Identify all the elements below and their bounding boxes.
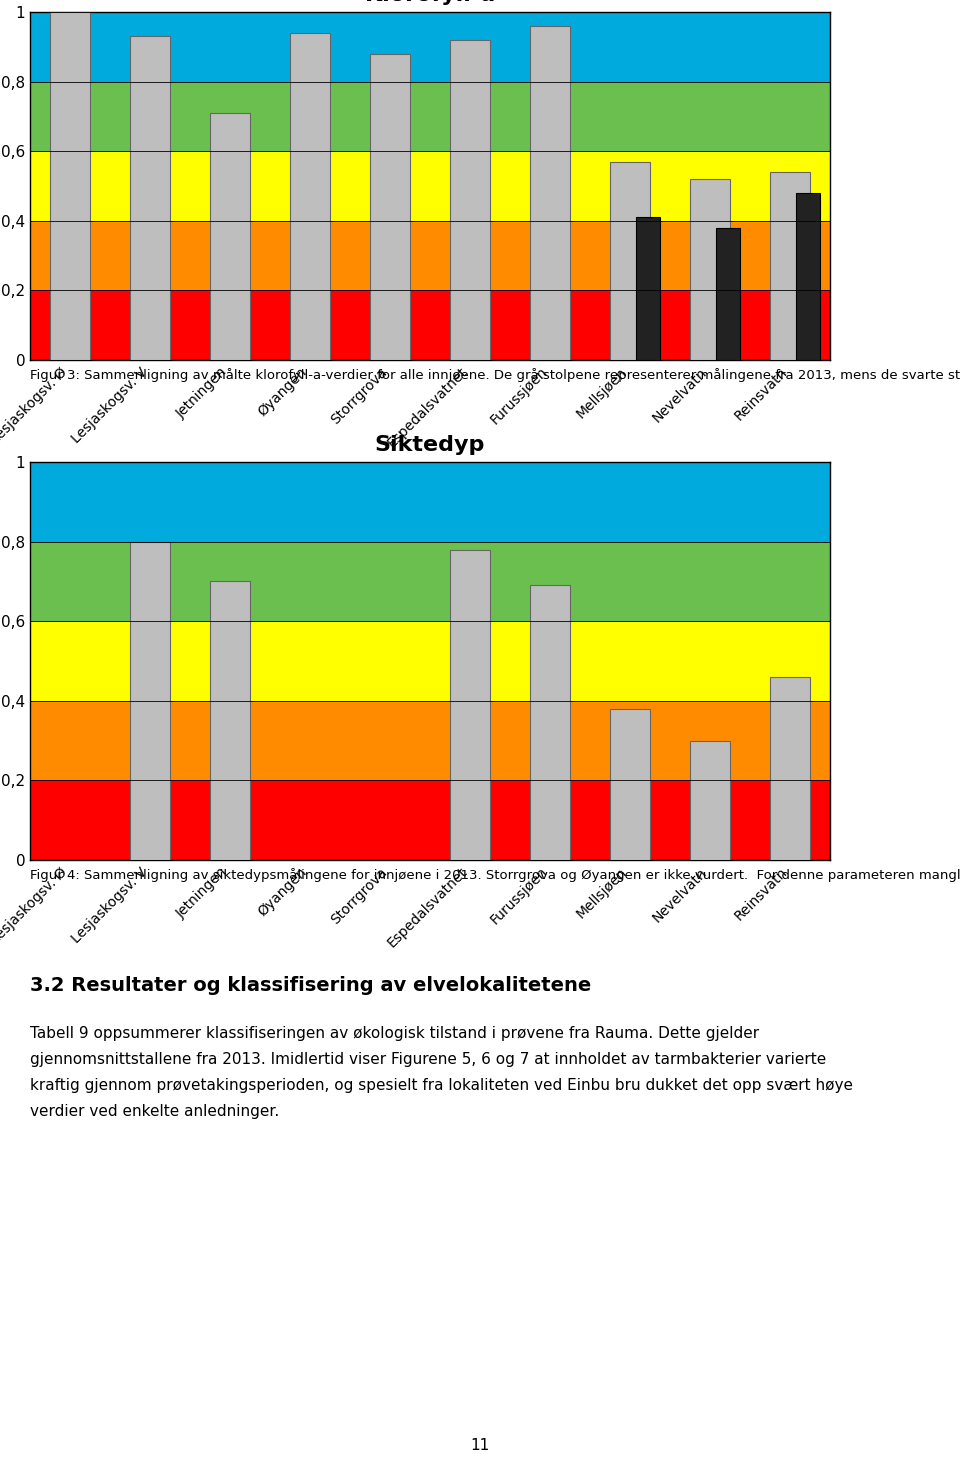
- Bar: [530, 586, 570, 861]
- Bar: [290, 34, 330, 359]
- Bar: [30, 82, 830, 150]
- Text: Figur 4: Sammenligning av siktedypsmålingene for innjøene i 2013. Storrgrova og : Figur 4: Sammenligning av siktedypsmålin…: [30, 868, 960, 882]
- Bar: [210, 112, 250, 359]
- Bar: [210, 581, 250, 861]
- Title: Klorofyll-a: Klorofyll-a: [365, 0, 495, 4]
- Bar: [370, 54, 410, 359]
- Bar: [610, 162, 650, 359]
- Text: kraftig gjennom prøvetakingsperioden, og spesielt fra lokaliteten ved Einbu bru : kraftig gjennom prøvetakingsperioden, og…: [30, 1078, 853, 1093]
- Text: gjennomsnittstallene fra 2013. Imidlertid viser Figurene 5, 6 og 7 at innholdet : gjennomsnittstallene fra 2013. Imidlerti…: [30, 1052, 827, 1067]
- Bar: [30, 621, 830, 701]
- Text: Tabell 9 oppsummerer klassifiseringen av økologisk tilstand i prøvene fra Rauma.: Tabell 9 oppsummerer klassifiseringen av…: [30, 1026, 759, 1042]
- Bar: [130, 37, 170, 359]
- Bar: [30, 701, 830, 780]
- Bar: [30, 291, 830, 359]
- Bar: [716, 228, 740, 359]
- Bar: [770, 172, 810, 359]
- Bar: [30, 780, 830, 861]
- Text: verdier ved enkelte anledninger.: verdier ved enkelte anledninger.: [30, 1105, 279, 1119]
- Bar: [50, 12, 90, 359]
- Bar: [770, 676, 810, 861]
- Bar: [450, 39, 490, 359]
- Bar: [636, 218, 660, 359]
- Bar: [450, 549, 490, 861]
- Bar: [690, 180, 730, 359]
- Text: 11: 11: [470, 1438, 490, 1454]
- Bar: [796, 193, 820, 359]
- Text: 3.2 Resultater og klassifisering av elvelokalitetene: 3.2 Resultater og klassifisering av elve…: [30, 976, 591, 995]
- Bar: [30, 12, 830, 82]
- Title: Siktedyp: Siktedyp: [374, 435, 485, 454]
- Text: Figur 3: Sammenligning av målte klorofyll-a-verdier for alle innjøene. De grå st: Figur 3: Sammenligning av målte klorofyl…: [30, 368, 960, 381]
- Bar: [30, 150, 830, 221]
- Bar: [130, 542, 170, 861]
- Bar: [610, 709, 650, 861]
- Bar: [690, 741, 730, 861]
- Bar: [30, 542, 830, 621]
- Bar: [30, 221, 830, 291]
- Bar: [530, 26, 570, 359]
- Bar: [30, 462, 830, 542]
